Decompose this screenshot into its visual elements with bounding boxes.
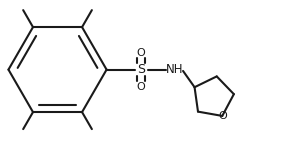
Text: S: S xyxy=(137,63,145,76)
Text: O: O xyxy=(137,48,146,58)
Text: O: O xyxy=(218,111,227,121)
Text: NH: NH xyxy=(166,63,183,76)
Text: O: O xyxy=(137,81,146,92)
